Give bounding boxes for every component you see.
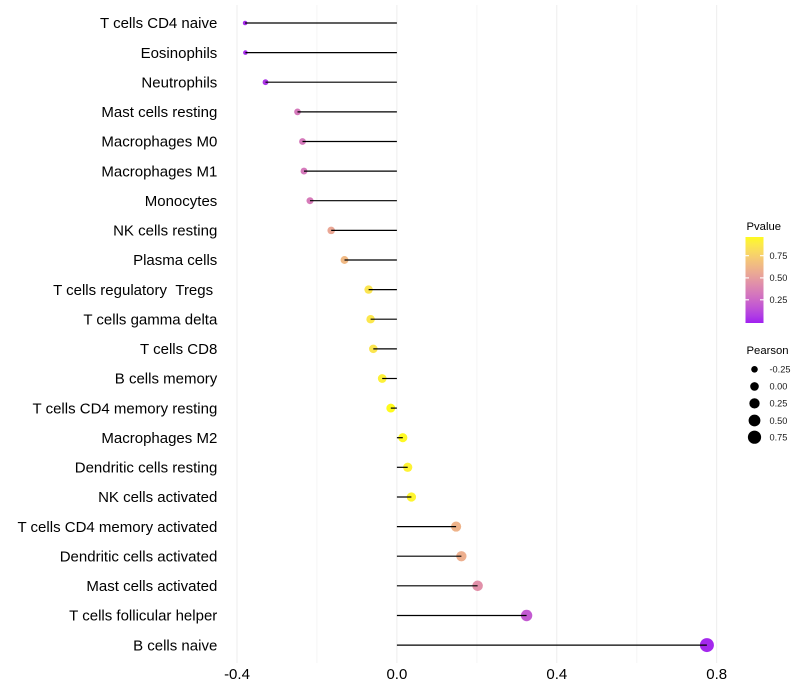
svg-text:T cells CD8: T cells CD8 [140, 341, 217, 358]
svg-text:Dendritic cells activated: Dendritic cells activated [60, 548, 218, 565]
svg-text:B cells memory: B cells memory [115, 371, 218, 388]
svg-text:Macrophages M1: Macrophages M1 [101, 163, 217, 180]
svg-text:0.25: 0.25 [770, 399, 788, 409]
svg-text:0.0: 0.0 [386, 666, 407, 683]
svg-text:0.50: 0.50 [770, 273, 788, 283]
svg-text:Monocytes: Monocytes [145, 193, 218, 210]
svg-text:0.25: 0.25 [770, 295, 788, 305]
svg-text:T cells follicular helper: T cells follicular helper [69, 608, 217, 625]
svg-text:Plasma cells: Plasma cells [133, 252, 217, 269]
svg-text:Pearson: Pearson [747, 345, 789, 357]
svg-text:T cells regulatory Tregs: T cells regulatory Tregs [53, 282, 217, 299]
svg-text:0.8: 0.8 [706, 666, 727, 683]
svg-text:B cells naive: B cells naive [133, 637, 217, 654]
svg-text:-0.4: -0.4 [224, 666, 250, 683]
svg-text:-0.25: -0.25 [770, 365, 791, 375]
svg-text:NK cells activated: NK cells activated [98, 489, 217, 506]
svg-text:Eosinophils: Eosinophils [141, 45, 218, 62]
svg-text:Pvalue: Pvalue [747, 221, 782, 233]
svg-text:0.50: 0.50 [770, 416, 788, 426]
svg-text:T cells CD4 naive: T cells CD4 naive [100, 15, 217, 32]
svg-text:Macrophages M2: Macrophages M2 [101, 430, 217, 447]
svg-text:Macrophages M0: Macrophages M0 [101, 134, 217, 151]
svg-text:Mast cells activated: Mast cells activated [86, 578, 217, 595]
svg-text:T cells gamma delta: T cells gamma delta [83, 311, 218, 328]
svg-text:Mast cells resting: Mast cells resting [101, 104, 217, 121]
svg-text:NK cells resting: NK cells resting [113, 223, 217, 240]
svg-text:T cells CD4 memory resting: T cells CD4 memory resting [33, 400, 218, 417]
svg-text:T cells CD4 memory activated: T cells CD4 memory activated [18, 519, 218, 536]
svg-text:0.75: 0.75 [770, 433, 788, 443]
svg-text:0.75: 0.75 [770, 251, 788, 261]
svg-text:0.00: 0.00 [770, 382, 788, 392]
svg-text:0.4: 0.4 [546, 666, 567, 683]
svg-text:Neutrophils: Neutrophils [141, 74, 217, 91]
svg-text:Dendritic cells resting: Dendritic cells resting [75, 460, 218, 477]
